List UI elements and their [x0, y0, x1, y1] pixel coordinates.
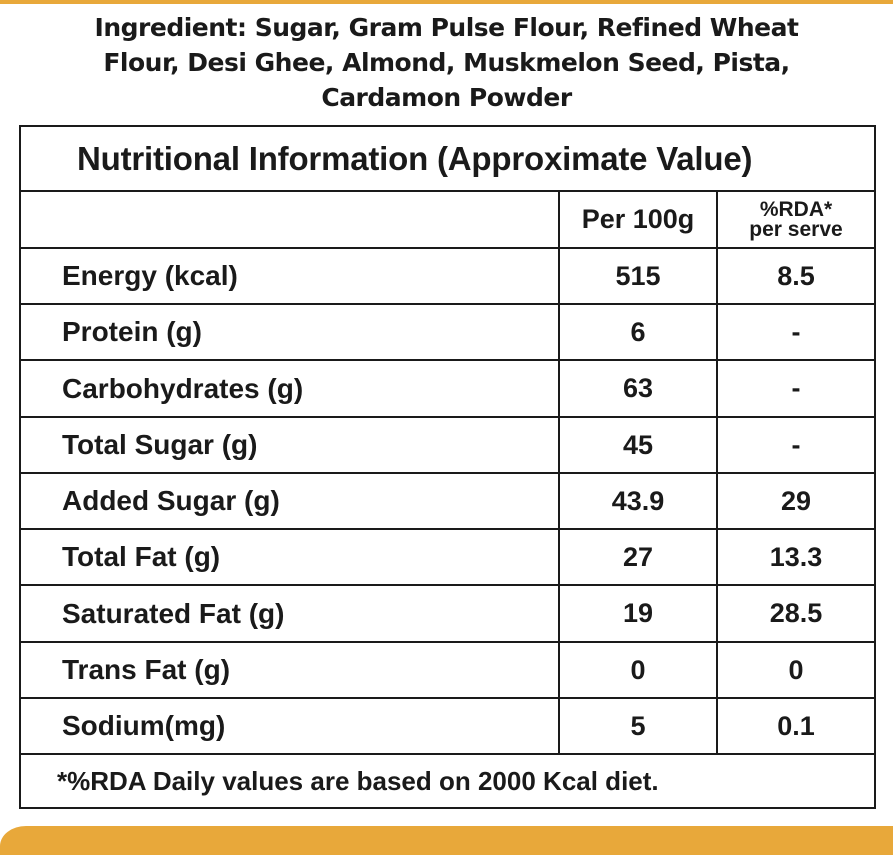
header-per-100g: Per 100g — [581, 204, 695, 234]
table-header-row: Per 100g %RDA* per serve — [21, 192, 874, 249]
table-row: Total Sugar (g) 45 - — [21, 418, 874, 474]
rda-value: - — [791, 373, 801, 403]
per-100g-value: 19 — [622, 598, 654, 628]
table-row: Added Sugar (g) 43.9 29 — [21, 474, 874, 530]
rda-value: 13.3 — [769, 541, 823, 572]
nutrient-name: Saturated Fat (g) — [62, 597, 285, 629]
rda-footnote: *%RDA Daily values are based on 2000 Kca… — [57, 765, 659, 796]
per-100g-value: 6 — [630, 316, 646, 347]
table-row: Energy (kcal) 515 8.5 — [21, 249, 874, 305]
per-100g-value: 45 — [622, 429, 654, 460]
per-100g-value: 43.9 — [611, 485, 665, 516]
rda-value: 0.1 — [777, 710, 815, 741]
header-rda-line-2: per serve — [749, 217, 843, 241]
header-rda-line-1: %RDA* — [759, 197, 833, 221]
table-row: Total Fat (g) 27 13.3 — [21, 530, 874, 586]
rda-value: - — [791, 429, 801, 460]
table-row: Carbohydrates (g) 63 - — [21, 361, 874, 418]
top-accent-strip — [0, 0, 893, 4]
header-name-cell — [21, 192, 558, 247]
nutrient-name: Total Fat (g) — [62, 541, 221, 572]
ingredients-text: Ingredient: Sugar, Gram Pulse Flour, Ref… — [0, 10, 893, 115]
nutrient-name: Energy (kcal) — [62, 260, 238, 291]
table-footnote-row: *%RDA Daily values are based on 2000 Kca… — [21, 755, 874, 807]
nutrient-name: Added Sugar (g) — [62, 485, 280, 516]
per-100g-value: 0 — [630, 654, 646, 685]
rda-value: - — [791, 316, 801, 347]
header-per-100g-cell: Per 100g — [558, 192, 716, 247]
ingredients-line-1: Ingredient: Sugar, Gram Pulse Flour, Ref… — [94, 13, 799, 42]
nutrition-table: Nutritional Information (Approximate Val… — [19, 125, 876, 809]
rda-value: 28.5 — [769, 598, 823, 628]
per-100g-value: 515 — [615, 260, 661, 291]
per-100g-value: 63 — [622, 373, 654, 403]
nutrient-name: Total Sugar (g) — [62, 429, 258, 460]
rda-value: 0 — [788, 654, 804, 685]
per-100g-value: 5 — [630, 710, 646, 741]
table-title-row: Nutritional Information (Approximate Val… — [21, 127, 874, 192]
nutrient-name: Trans Fat (g) — [62, 654, 231, 685]
nutrient-name: Carbohydrates (g) — [62, 372, 304, 404]
per-100g-value: 27 — [622, 541, 654, 572]
table-row: Sodium(mg) 5 0.1 — [21, 699, 874, 755]
rda-value: 8.5 — [777, 260, 815, 291]
header-rda: %RDA* per serve — [749, 197, 843, 241]
header-rda-cell: %RDA* per serve — [716, 192, 874, 247]
bottom-accent-band — [0, 826, 893, 855]
rda-value: 29 — [780, 485, 812, 516]
table-title: Nutritional Information (Approximate Val… — [77, 139, 753, 177]
nutrient-name: Sodium(mg) — [62, 710, 226, 741]
ingredients-line-2: Flour, Desi Ghee, Almond, Muskmelon Seed… — [103, 48, 790, 77]
nutrient-name: Protein (g) — [62, 316, 202, 347]
table-row: Saturated Fat (g) 19 28.5 — [21, 586, 874, 643]
table-row: Protein (g) 6 - — [21, 305, 874, 361]
table-row: Trans Fat (g) 0 0 — [21, 643, 874, 699]
ingredients-line-3: Cardamon Powder — [321, 83, 572, 112]
